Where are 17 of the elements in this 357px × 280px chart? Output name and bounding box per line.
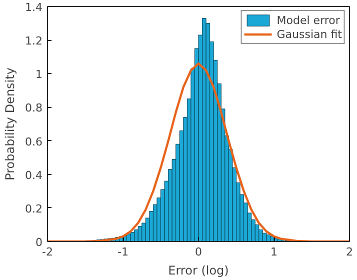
- x-axis-title: Error (log): [168, 264, 229, 278]
- x-tick-label: -1: [118, 246, 128, 258]
- y-tick-label: 0.8: [25, 102, 43, 115]
- y-tick-label: 0: [36, 236, 42, 249]
- x-tick-label: -2: [42, 246, 53, 258]
- y-tick-label: 0.2: [25, 202, 43, 216]
- y-tick-label: 0.6: [25, 135, 43, 148]
- y-tick-label: 1.4: [25, 1, 43, 14]
- x-tick-label: 0: [195, 246, 202, 258]
- y-tick-label: 0.4: [25, 168, 43, 182]
- legend-label: Gaussian fit: [276, 27, 342, 41]
- y-axis-title: Probability Density: [3, 68, 18, 180]
- x-tick-label: 1: [270, 246, 278, 258]
- x-tick-label: 2: [346, 246, 353, 258]
- y-tick-label: 1: [36, 68, 42, 82]
- legend-label: Model error: [276, 13, 340, 27]
- y-tick-label: 1.2: [25, 34, 43, 48]
